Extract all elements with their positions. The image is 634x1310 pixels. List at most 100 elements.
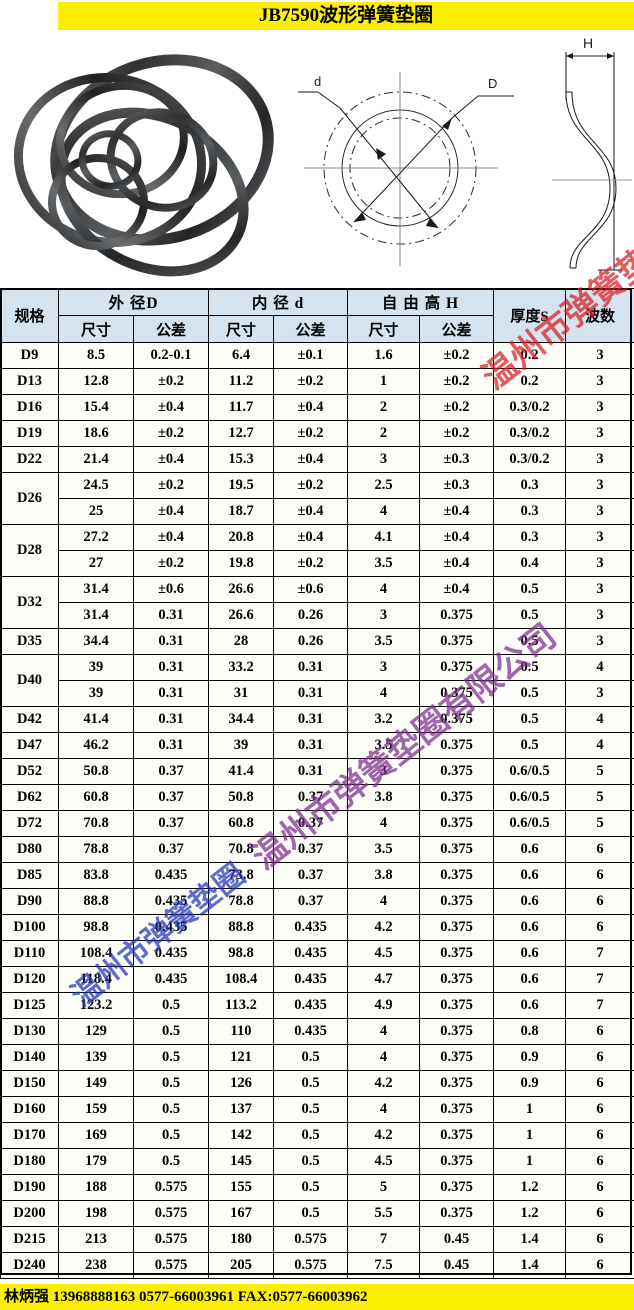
cell-thickness: 0.3	[493, 524, 567, 551]
cell-spec: D32	[0, 576, 59, 629]
cell-free-height-tolerance: 0.375	[419, 836, 495, 863]
cell-inner-diameter: 28	[208, 628, 275, 655]
cell-inner-diameter: 70.8	[208, 836, 275, 863]
table-row: D150 149 0.5 126 0.5 4.2 0.375 0.9 6	[0, 1070, 634, 1097]
cell-free-height: 3.2	[347, 706, 421, 733]
specification-table: 规格 外 径D 内 径 d 自 由 高 H 厚度S 波数 尺寸 公差 尺寸 公差…	[0, 288, 634, 1279]
table-row: D240 238 0.575 205 0.575 7.5 0.45 1.4 6	[0, 1252, 634, 1279]
cell-spec: D22	[0, 446, 59, 473]
cell-inner-diameter: 167	[208, 1200, 275, 1227]
title-bar: JB7590波形弹簧垫圈	[0, 0, 634, 30]
cell-spec: D160	[0, 1096, 59, 1123]
cell-spec: D42	[0, 706, 59, 733]
cell-outer-diameter: 24.5	[58, 472, 134, 499]
cell-outer-diameter: 25	[58, 498, 134, 525]
cell-wave-count: 6	[565, 836, 634, 863]
cell-wave-count: 5	[565, 784, 634, 811]
cell-spec: D130	[0, 1018, 59, 1045]
cell-wave-count: 6	[565, 1044, 634, 1071]
cell-free-height-tolerance: 0.375	[419, 784, 495, 811]
table-row: D110 108.4 0.435 98.8 0.435 4.5 0.375 0.6 7	[0, 940, 634, 967]
cell-spec: D120	[0, 966, 59, 993]
cell-outer-diameter-tolerance: 0.31	[132, 654, 210, 681]
cell-free-height: 4.9	[347, 992, 421, 1019]
cell-inner-diameter-tolerance: ±0.6	[273, 576, 349, 603]
table-row: D180 179 0.5 145 0.5 4.5 0.375 1 6	[0, 1148, 634, 1175]
cell-thickness: 0.6/0.5	[493, 758, 567, 785]
cell-free-height-tolerance: 0.375	[419, 1122, 495, 1149]
cell-wave-count: 3	[565, 368, 634, 395]
cell-free-height-tolerance: 0.375	[419, 1070, 495, 1097]
cell-free-height: 2.5	[347, 472, 421, 499]
cell-inner-diameter: 41.4	[208, 758, 275, 785]
cell-outer-diameter: 98.8	[58, 914, 134, 941]
table-body: D9 8.5 0.2-0.1 6.4 ±0.1 1.6 ±0.2 0.2 3 D13 12.8 ±0.…	[0, 342, 634, 1279]
cell-thickness: 0.6	[493, 940, 567, 967]
cell-thickness: 0.3/0.2	[493, 394, 567, 421]
cell-wave-count: 6	[565, 1122, 634, 1149]
cell-thickness: 1	[493, 1096, 567, 1123]
cell-outer-diameter-tolerance: 0.31	[132, 680, 210, 707]
table-row: D100 98.8 0.435 88.8 0.435 4.2 0.375 0.6 6	[0, 914, 634, 941]
cell-outer-diameter: 46.2	[58, 732, 134, 759]
header-h-tolerance: 公差	[419, 315, 495, 343]
cell-free-height: 4.1	[347, 524, 421, 551]
cell-free-height: 2	[347, 394, 421, 421]
cell-outer-diameter: 169	[58, 1122, 134, 1149]
header-row-groups: 规格 外 径D 内 径 d 自 由 高 H 厚度S 波数	[0, 288, 634, 343]
cell-outer-diameter: 18.6	[58, 420, 134, 447]
cell-inner-diameter: 205	[208, 1252, 275, 1279]
cell-inner-diameter: 39	[208, 732, 275, 759]
cell-inner-diameter: 110	[208, 1018, 275, 1045]
cell-inner-diameter: 113.2	[208, 992, 275, 1019]
cell-free-height-tolerance: ±0.2	[419, 420, 495, 447]
table-row: D72 70.8 0.37 60.8 0.37 4 0.375 0.6/0.5 5	[0, 810, 634, 837]
cell-outer-diameter: 159	[58, 1096, 134, 1123]
cell-outer-diameter: 149	[58, 1070, 134, 1097]
cell-inner-diameter-tolerance: ±0.4	[273, 446, 349, 473]
cell-inner-diameter: 11.7	[208, 394, 275, 421]
table-row: D47 46.2 0.31 39 0.31 3.5 0.375 0.5 4	[0, 732, 634, 759]
cell-spec: D170	[0, 1122, 59, 1149]
contact-info: 林炳强 13968888163 0577-66003961 FAX:0577-6…	[4, 1289, 368, 1305]
cell-free-height-tolerance: 0.375	[419, 1096, 495, 1123]
cell-wave-count: 6	[565, 1200, 634, 1227]
cell-outer-diameter: 188	[58, 1174, 134, 1201]
cell-spec: D26	[0, 472, 59, 525]
cell-spec: D150	[0, 1070, 59, 1097]
cell-inner-diameter-tolerance: 0.5	[273, 1096, 349, 1123]
cell-wave-count: 3	[565, 602, 634, 629]
cell-outer-diameter-tolerance: 0.37	[132, 810, 210, 837]
side-view-drawing: H	[540, 30, 634, 286]
cell-outer-diameter: 83.8	[58, 862, 134, 889]
table-row: D80 78.8 0.37 70.8 0.37 3.5 0.375 0.6 6	[0, 836, 634, 863]
header-od-tolerance: 公差	[132, 315, 210, 343]
cell-thickness: 0.5	[493, 602, 567, 629]
cell-wave-count: 6	[565, 1148, 634, 1175]
cell-outer-diameter-tolerance: 0.31	[132, 706, 210, 733]
cell-thickness: 0.6	[493, 914, 567, 941]
cell-outer-diameter: 238	[58, 1252, 134, 1279]
cell-wave-count: 6	[565, 1070, 634, 1097]
cell-free-height-tolerance: 0.375	[419, 758, 495, 785]
cell-thickness: 0.6	[493, 888, 567, 915]
cell-free-height-tolerance: ±0.4	[419, 524, 495, 551]
cell-wave-count: 3	[565, 550, 634, 577]
cell-inner-diameter: 34.4	[208, 706, 275, 733]
cell-inner-diameter-tolerance: 0.31	[273, 732, 349, 759]
cell-outer-diameter: 12.8	[58, 368, 134, 395]
cell-free-height: 4	[347, 888, 421, 915]
cell-free-height: 4.5	[347, 1148, 421, 1175]
header-group-inner-diameter: 内 径 d	[208, 288, 349, 316]
cell-outer-diameter: 213	[58, 1226, 134, 1253]
cell-inner-diameter-tolerance: 0.575	[273, 1226, 349, 1253]
cell-free-height-tolerance: ±0.3	[419, 472, 495, 499]
cell-spec: D190	[0, 1174, 59, 1201]
cell-outer-diameter: 31.4	[58, 602, 134, 629]
cell-outer-diameter-tolerance: 0.435	[132, 862, 210, 889]
cell-inner-diameter-tolerance: ±0.2	[273, 368, 349, 395]
cell-free-height: 3.5	[347, 732, 421, 759]
cell-inner-diameter: 145	[208, 1148, 275, 1175]
cell-spec: D110	[0, 940, 59, 967]
cell-outer-diameter-tolerance: 0.5	[132, 1148, 210, 1175]
